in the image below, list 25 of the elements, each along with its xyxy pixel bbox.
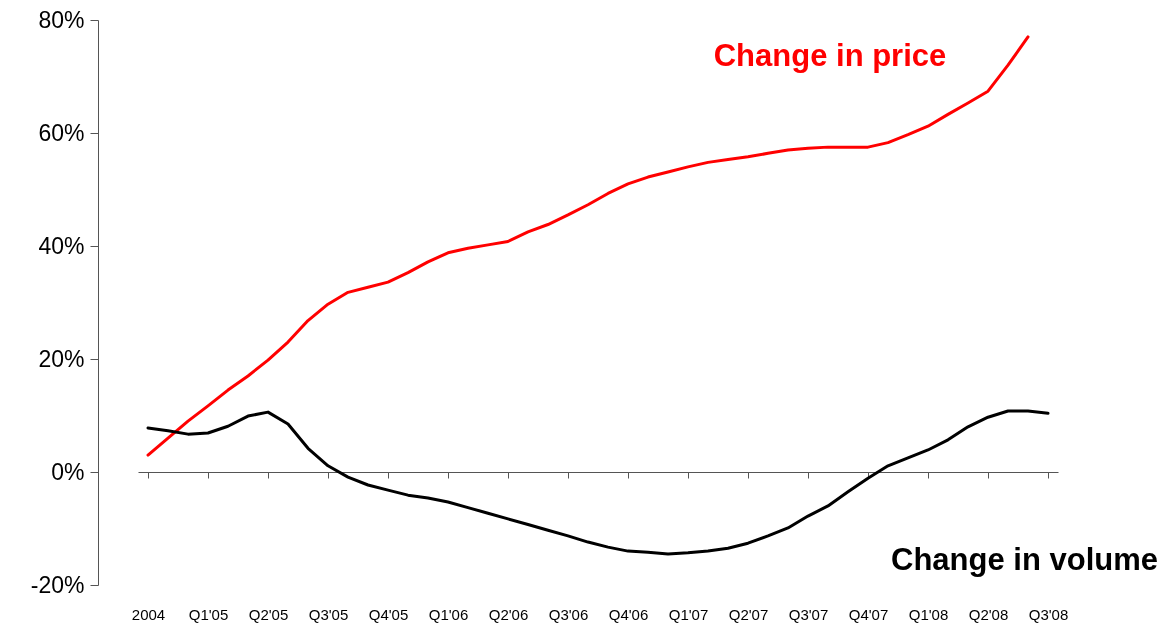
x-tick-label: Q2'07: [728, 605, 769, 623]
x-tick-label: Q4'06: [608, 605, 649, 623]
x-tick-label: Q1'07: [668, 605, 709, 623]
series-label: Change in price: [713, 38, 947, 73]
x-tick-label: Q3'07: [788, 605, 829, 623]
line-series: [146, 35, 1030, 457]
y-tick-label: -20%: [30, 571, 85, 598]
x-tick-label: Q3'05: [308, 605, 349, 623]
y-tick-label: 0%: [51, 458, 85, 485]
x-tick-label: Q2'05: [248, 605, 289, 623]
y-tick-label: 60%: [38, 119, 85, 146]
x-tick-label: Q2'08: [968, 605, 1009, 623]
x-tick-label: Q1'08: [908, 605, 949, 623]
x-tick-label: Q4'05: [368, 605, 409, 623]
text: Change in volume: [891, 542, 1158, 577]
x-tick-label: 2004: [131, 605, 166, 623]
x-tick-label: Q1'06: [428, 605, 469, 623]
x-tick-label: Q2'06: [488, 605, 529, 623]
y-tick-label: 80%: [38, 6, 85, 33]
y-tick-label: 40%: [38, 232, 85, 259]
y-tick-label: 20%: [38, 345, 85, 372]
x-tick-label: Q1'05: [188, 605, 229, 623]
x-tick-label: Q4'07: [848, 605, 889, 623]
x-tick-label: Q3'08: [1028, 605, 1069, 623]
x-tick-label: Q3'06: [548, 605, 589, 623]
